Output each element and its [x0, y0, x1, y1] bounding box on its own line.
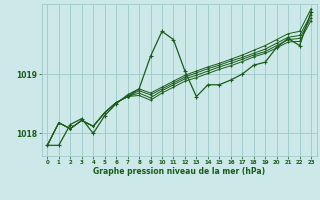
X-axis label: Graphe pression niveau de la mer (hPa): Graphe pression niveau de la mer (hPa)	[93, 167, 265, 176]
